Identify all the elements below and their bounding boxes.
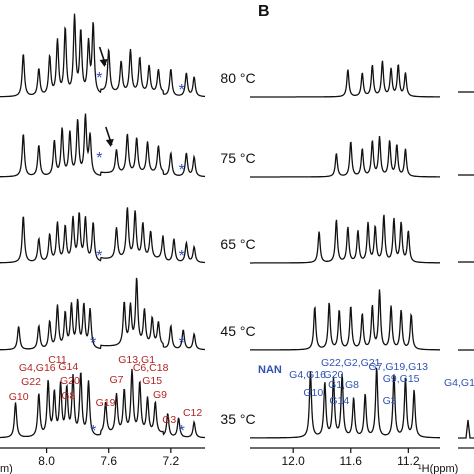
assignment-label: G22,G2,G21 [321, 357, 381, 369]
assignment-label: G19 [96, 397, 116, 409]
x-tick-label: 12.0 [282, 454, 306, 468]
panel-c-partial: G4,G1 [444, 91, 474, 449]
star-marker: * [90, 335, 96, 352]
spectrum-trace-b-3 [250, 289, 440, 351]
x-tick-label: 8.0 [38, 454, 55, 468]
arrow-head [99, 59, 108, 67]
assignment-label: C12 [183, 407, 202, 419]
star-marker: * [179, 162, 185, 179]
x-axis-label: m) [0, 463, 13, 474]
panel-c-trace [458, 419, 474, 439]
assignment-label: G15 [142, 375, 162, 387]
arrow-head [105, 139, 114, 147]
spectrum-trace-b-1 [250, 136, 440, 178]
assignment-label: G14 [329, 395, 349, 407]
x-tick-label: 11.6 [340, 454, 363, 468]
assignment-label: G3 [162, 414, 176, 426]
spectrum-trace-b-4 [250, 367, 440, 439]
assignment-label: G10 [9, 391, 29, 403]
temperature-label: 45 °C [220, 323, 255, 339]
assignment-label: C6,C18 [133, 362, 169, 374]
panel-a-spectra: 80 °C * * 75 °C * * 65 °C * * 45 °C * * 35 °C * * 8.0 7.… [0, 13, 256, 474]
panel-b-spectra: 12.0 11.6 11.2¹H(ppm) NAN G22,G2,G21G7,G19,G… [250, 60, 458, 474]
panel-label-b: B [258, 3, 270, 20]
assignment-label: C11 [48, 354, 67, 366]
assignment-label: G7 [109, 374, 123, 386]
assignment-label: G7,G19,G13 [368, 361, 428, 373]
star-marker: * [90, 423, 96, 440]
assignment-label: G13,G1 [118, 354, 155, 366]
assignment-label: G20 [60, 375, 80, 387]
assignment-label: G22 [21, 376, 41, 388]
star-marker: * [179, 82, 185, 99]
spectrum-trace-b-2 [250, 214, 440, 264]
x-axis-label: ¹H(ppm) [418, 463, 458, 474]
spectrum-trace-a-3 [0, 277, 205, 351]
series-label-nan: NAN [258, 364, 282, 376]
panel-c-assignment-label: G4,G1 [444, 377, 474, 389]
spectrum-trace-a-1 [0, 113, 206, 178]
star-marker: * [96, 70, 102, 87]
temperature-label: 80 °C [220, 70, 255, 86]
temperature-label: 75 °C [220, 150, 255, 166]
spectrum-trace-a-2 [0, 207, 205, 264]
spectrum-trace-b-0 [250, 60, 440, 98]
x-tick-label: 11.2 [397, 454, 420, 468]
assignment-label: G8 [61, 390, 75, 402]
assignment-label: G9 [153, 389, 167, 401]
spectrum-trace-a-0 [0, 13, 205, 98]
star-marker: * [179, 335, 185, 352]
star-marker: * [179, 423, 185, 440]
assignment-label: G3 [383, 395, 397, 407]
x-tick-label: 7.2 [162, 454, 179, 468]
x-tick-label: 7.6 [100, 454, 117, 468]
temperature-label: 65 °C [220, 236, 255, 252]
assignment-label: G4,G16 [289, 369, 326, 381]
star-marker: * [96, 248, 102, 265]
assignment-label: G10 [303, 387, 323, 399]
assignment-label: G20 [324, 369, 344, 381]
temperature-label: 35 °C [220, 411, 255, 427]
assignment-label: G1,G8 [328, 379, 359, 391]
star-marker: * [179, 248, 185, 265]
assignment-label: G9,G15 [383, 373, 420, 385]
assignment-label: G14 [58, 361, 78, 373]
spectrum-trace-a-4 [0, 368, 205, 439]
star-marker: * [96, 150, 102, 167]
assignment-label: G4,G16 [19, 362, 56, 374]
